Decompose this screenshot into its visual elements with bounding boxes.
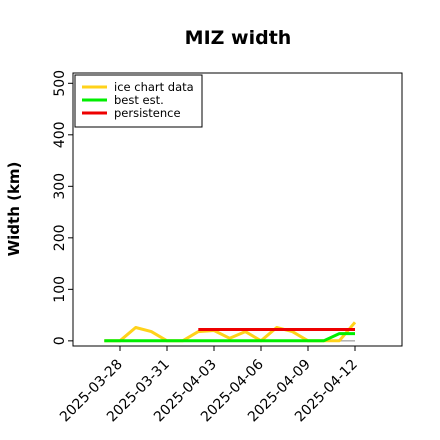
legend-label-best-est: best est. [114, 93, 164, 107]
y-tick-label: 300 [52, 173, 68, 200]
plot-frame [72, 72, 403, 347]
legend-label-ice-chart: ice chart data [114, 80, 194, 94]
y-tick-label: 0 [52, 336, 68, 345]
chart-title: MIZ width [185, 27, 292, 49]
legend: ice chart data best est. persistence [74, 74, 203, 128]
plot-area [104, 321, 357, 343]
series-line-ice-chart-data [104, 321, 357, 343]
y-tick-label: 200 [52, 224, 68, 251]
y-axis-label: Width (km) [5, 162, 23, 257]
y-tick-label: 500 [52, 70, 68, 97]
y-tick-label: 400 [52, 121, 68, 148]
series-line-best-est [104, 332, 355, 343]
legend-label-persistence: persistence [114, 106, 181, 120]
y-tick-label: 100 [52, 276, 68, 303]
